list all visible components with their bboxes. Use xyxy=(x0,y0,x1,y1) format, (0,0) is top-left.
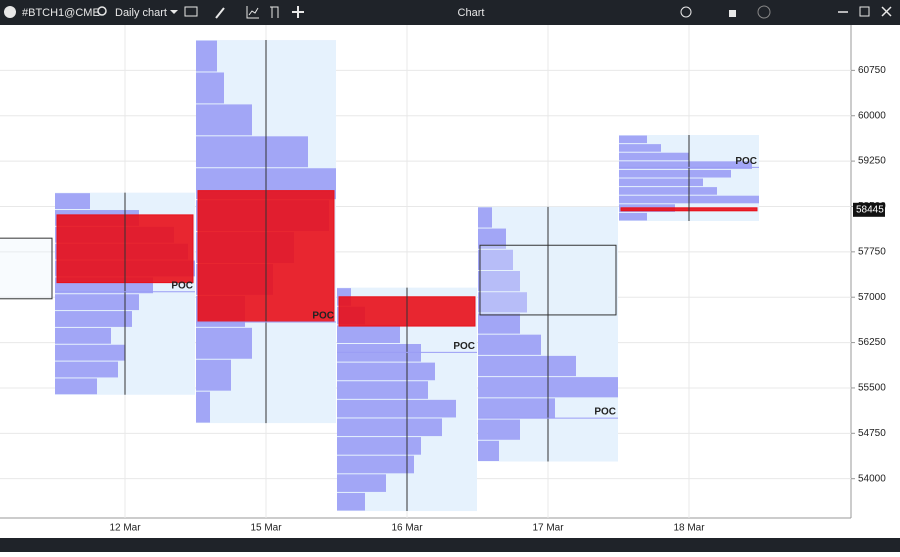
lock-icon[interactable] xyxy=(729,10,736,17)
profile-bar xyxy=(478,334,541,355)
profile-bar xyxy=(196,327,252,359)
maximize[interactable] xyxy=(859,6,870,17)
screenshot-icon[interactable] xyxy=(680,6,692,18)
profile-bar xyxy=(337,474,386,492)
color-icon[interactable] xyxy=(757,5,771,19)
profile-bar xyxy=(55,327,111,344)
profile-bar xyxy=(478,249,513,271)
profile-bar xyxy=(55,361,118,378)
profile-bar xyxy=(619,212,647,221)
profile-bar xyxy=(478,355,576,377)
window-title: Chart xyxy=(458,7,485,19)
profile-bar xyxy=(337,399,456,418)
logo[interactable] xyxy=(4,6,16,18)
y-tick-label: 59250 xyxy=(858,156,886,167)
search-icon[interactable] xyxy=(97,6,107,16)
y-tick-label: 54000 xyxy=(858,473,886,484)
profile-bar xyxy=(478,440,499,462)
profile-bar xyxy=(619,187,717,195)
poc-label: POC xyxy=(453,341,475,352)
y-tick-label: 56250 xyxy=(858,337,886,348)
close[interactable] xyxy=(881,6,892,17)
profile-bar xyxy=(196,359,231,391)
x-tick-label: 16 Mar xyxy=(391,523,423,534)
dropdown[interactable] xyxy=(170,10,178,14)
profile-bar xyxy=(478,292,527,313)
profile-bar xyxy=(337,492,365,511)
profile-bar xyxy=(337,325,400,343)
x-tick-label: 18 Mar xyxy=(673,523,705,534)
profile-bar xyxy=(55,378,97,395)
profile-bar xyxy=(196,40,217,72)
profile-bar xyxy=(337,418,442,437)
profile-bar xyxy=(478,313,520,334)
day-body xyxy=(0,237,53,300)
template-icon[interactable] xyxy=(270,6,279,18)
profile-bar xyxy=(337,362,435,381)
scrollbar[interactable] xyxy=(0,538,900,552)
y-tick-label: 57000 xyxy=(858,292,886,303)
profile-bar xyxy=(196,391,210,423)
toolbar: #BTCH1@CME Daily chart Chart xyxy=(0,0,900,25)
y-tick-label: 60750 xyxy=(858,65,886,76)
profile-bar xyxy=(478,419,520,440)
poc-label: POC xyxy=(735,156,757,167)
add-icon[interactable] xyxy=(292,6,304,18)
profile-bar xyxy=(619,135,647,144)
profile-bar xyxy=(196,104,252,136)
layout-icon[interactable] xyxy=(184,6,198,17)
profile-bar xyxy=(337,381,428,399)
profile-bar xyxy=(619,152,689,161)
y-tick-label: 60000 xyxy=(858,110,886,121)
profile-bar xyxy=(337,455,414,474)
profile-bar xyxy=(55,193,90,210)
profile-bar xyxy=(619,178,703,187)
y-tick-label: 54750 xyxy=(858,428,886,439)
profile-bar xyxy=(619,161,752,169)
price-label: 58445 xyxy=(856,204,884,215)
indicator-icon[interactable] xyxy=(246,6,259,19)
y-tick-label: 57750 xyxy=(858,246,886,257)
x-tick-label: 12 Mar xyxy=(109,523,141,534)
y-tick-label: 55500 xyxy=(858,383,886,394)
plot: 5400054750555005625057000577505850059250… xyxy=(0,25,886,534)
toolbar-bg xyxy=(0,0,900,25)
price-marker xyxy=(853,202,885,217)
x-tick-label: 17 Mar xyxy=(532,523,564,534)
timeframe[interactable]: Daily chart xyxy=(115,7,167,19)
poc-label: POC xyxy=(312,311,334,322)
profile-bar xyxy=(196,136,308,168)
profile-bar xyxy=(478,207,492,228)
profile-bar xyxy=(478,398,555,419)
poc-label: POC xyxy=(594,407,616,418)
profile-bar xyxy=(478,271,520,292)
profile-bar xyxy=(337,437,421,455)
x-tick-label: 15 Mar xyxy=(250,523,282,534)
profile-bar xyxy=(55,311,132,327)
poc-label: POC xyxy=(171,280,193,291)
profile-bar xyxy=(619,169,731,178)
profile-bar xyxy=(478,228,506,249)
symbol[interactable]: #BTCH1@CME xyxy=(22,7,100,19)
profile-bar xyxy=(55,344,125,361)
profile-bar xyxy=(196,72,224,104)
draw-icon[interactable] xyxy=(215,7,225,19)
profile-bar xyxy=(55,294,139,311)
profile-bar xyxy=(619,144,661,152)
